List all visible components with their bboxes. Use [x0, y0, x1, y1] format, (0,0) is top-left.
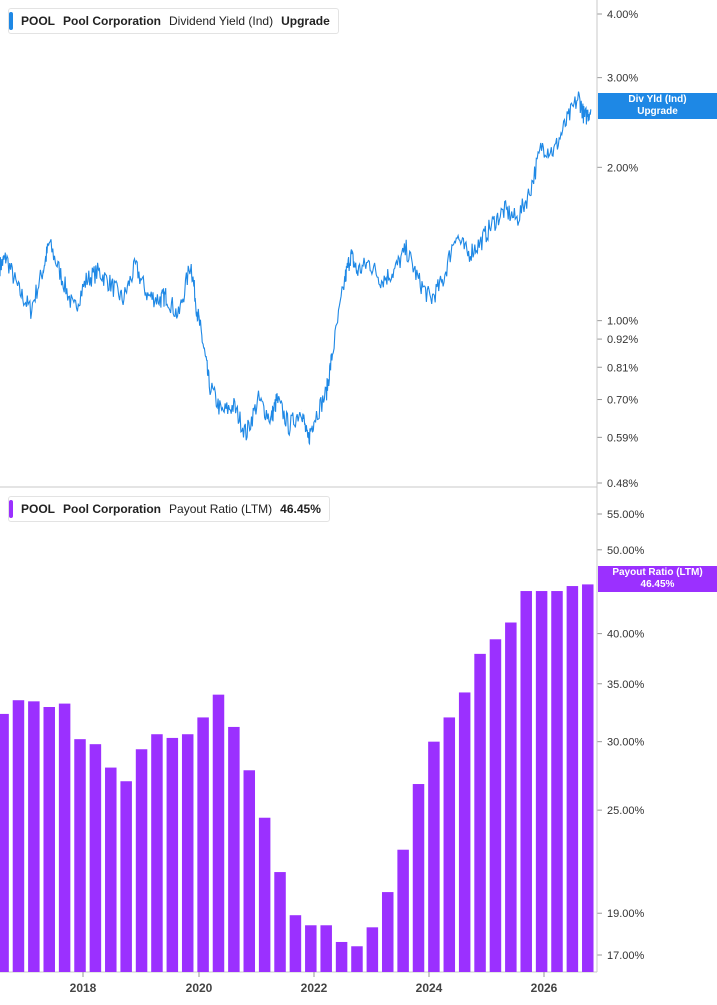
payout-ratio-bar [181, 734, 194, 972]
payout-ratio-bar [335, 941, 348, 972]
y-tick-label: 0.48% [607, 478, 638, 490]
x-tick-label: 2026 [531, 981, 558, 995]
payout-ratio-bar [228, 726, 240, 972]
payout-ratio-bar [289, 915, 302, 972]
y-tick-label: 0.59% [607, 432, 638, 444]
y-tick-label: 3.00% [607, 73, 638, 85]
payout-ratio-bar [43, 707, 55, 972]
top-panel: 4.00% 3.00% 2.00% 1.00% 0.92% 0.81% 0.70% 0.59%… [597, 9, 638, 490]
x-axis: 2018 2020 2022 2024 2026 [70, 972, 558, 995]
payout-ratio-bar [412, 784, 425, 972]
y-tick-label: 0.70% [607, 395, 638, 407]
payout-ratio-bar [274, 872, 286, 972]
y-tick-label: 17.00% [607, 950, 645, 962]
payout-ratio-bar [489, 639, 502, 972]
dividend-yield-plot [0, 91, 592, 446]
y-tick-label: 55.00% [607, 509, 645, 521]
payout-ratio-bar [74, 739, 86, 972]
payout-ratio-bar [381, 892, 394, 972]
top-tag-value[interactable]: Upgrade [637, 106, 678, 117]
y-tick-label: 35.00% [607, 679, 645, 691]
payout-ratio-bar [89, 744, 102, 972]
top-legend-company: Pool Corporation [63, 14, 162, 28]
payout-ratio-bar [320, 925, 332, 972]
bottom-legend-company: Pool Corporation [63, 502, 162, 516]
payout-ratio-bar [197, 717, 209, 972]
payout-ratio-bar [505, 622, 517, 972]
bottom-legend-ticker: POOL [21, 502, 56, 516]
payout-ratio-bar [258, 817, 271, 972]
payout-ratio-value-tag: Payout Ratio (LTM) 46.45% [598, 566, 717, 592]
x-tick-label: 2024 [416, 981, 443, 995]
payout-ratio-bar [243, 770, 256, 972]
dividend-yield-line [0, 91, 592, 446]
y-tick-label: 19.00% [607, 908, 645, 920]
payout-ratio-bar [212, 694, 225, 972]
dividend-yield-value-tag: Div Yld (Ind) Upgrade [598, 93, 717, 119]
payout-ratio-bar [397, 849, 409, 972]
payout-ratio-bar [58, 703, 71, 972]
payout-ratio-plot [0, 584, 594, 972]
top-legend-metric: Dividend Yield (Ind) [169, 14, 274, 28]
y-tick-label: 25.00% [607, 805, 645, 817]
bottom-panel: 55.00% 50.00% 40.00% 35.00% 30.00% 25.00% 19.0… [597, 509, 645, 962]
bottom-legend-color-bar [9, 500, 13, 518]
y-tick-label: 30.00% [607, 737, 645, 749]
payout-ratio-bar [166, 737, 179, 972]
payout-ratio-bar [105, 767, 117, 972]
payout-ratio-bar [305, 925, 317, 972]
payout-ratio-bar [151, 734, 163, 972]
y-tick-label: 0.81% [607, 362, 638, 374]
payout-ratio-bar [28, 701, 40, 972]
payout-ratio-bar [351, 946, 363, 972]
x-tick-label: 2020 [186, 981, 213, 995]
payout-ratio-bar [566, 586, 579, 972]
payout-ratio-bar [428, 741, 440, 972]
y-tick-label: 50.00% [607, 545, 645, 557]
y-tick-label: 4.00% [607, 9, 638, 21]
payout-ratio-bar [458, 692, 471, 972]
payout-ratio-bar [520, 591, 532, 972]
x-tick-label: 2022 [301, 981, 328, 995]
bottom-tag-label: Payout Ratio (LTM) [612, 567, 703, 578]
payout-ratio-bar [120, 781, 132, 972]
payout-ratio-bar [0, 713, 9, 972]
payout-ratio-bar [135, 749, 148, 972]
bottom-legend: POOL Pool Corporation Payout Ratio (LTM)… [8, 496, 330, 522]
payout-ratio-bar [582, 584, 594, 972]
y-tick-label: 1.00% [607, 316, 638, 328]
top-legend-color-bar [9, 12, 13, 30]
top-legend-ticker: POOL [21, 14, 56, 28]
top-legend: POOL Pool Corporation Dividend Yield (In… [8, 8, 339, 34]
y-tick-label: 2.00% [607, 162, 638, 174]
y-tick-label: 40.00% [607, 629, 645, 641]
bottom-tag-value: 46.45% [640, 579, 675, 590]
payout-ratio-bar [443, 717, 456, 972]
bottom-legend-metric: Payout Ratio (LTM) [169, 502, 273, 516]
top-legend-upgrade-link[interactable]: Upgrade [281, 14, 330, 28]
payout-ratio-bar [474, 653, 486, 972]
top-tag-label: Div Yld (Ind) [628, 94, 687, 105]
payout-ratio-bar [535, 591, 548, 972]
y-tick-label: 0.92% [607, 334, 638, 346]
x-tick-label: 2018 [70, 981, 97, 995]
payout-ratio-bar [366, 927, 379, 972]
payout-ratio-bar [551, 591, 563, 972]
bottom-legend-value: 46.45% [280, 502, 321, 516]
payout-ratio-bar [12, 700, 25, 972]
